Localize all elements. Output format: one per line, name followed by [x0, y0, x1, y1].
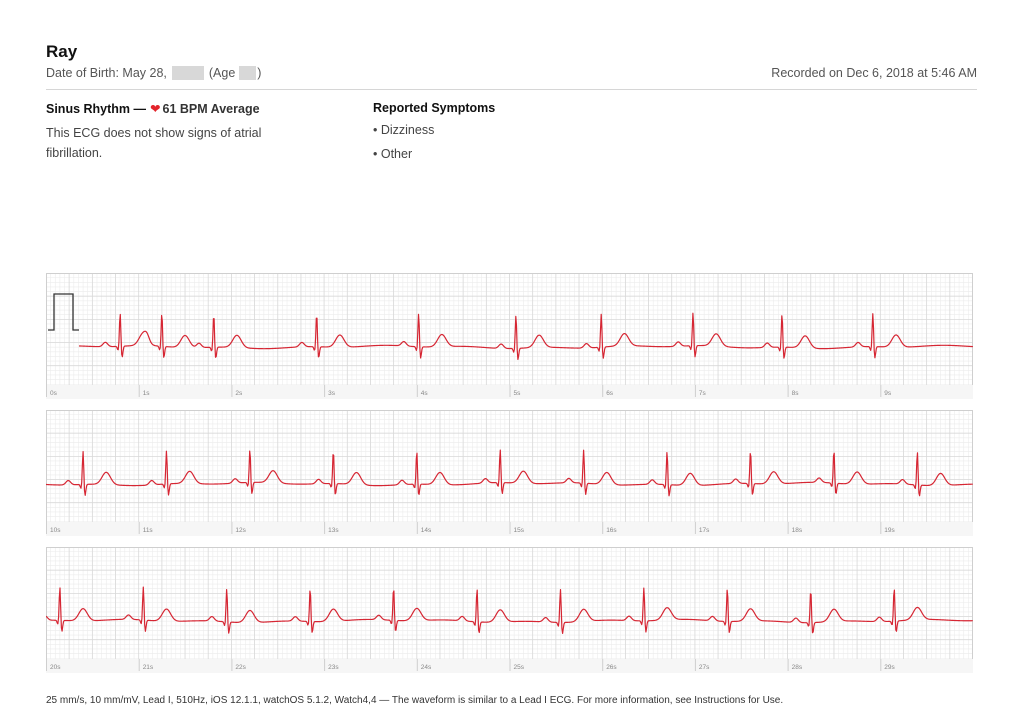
- time-tick-label: 5s: [514, 390, 522, 397]
- time-tick-label: 8s: [792, 390, 800, 397]
- time-tick-label: 12s: [235, 527, 246, 534]
- recording-details-footer: 25 mm/s, 10 mm/mV, Lead I, 510Hz, iOS 12…: [46, 695, 784, 706]
- time-tick-label: 28s: [792, 664, 803, 671]
- ecg-strip-3: 20s 21s 22s 23s 24s 25s 26s 27s 28s 29s: [46, 547, 973, 673]
- time-tick-label: 10s: [50, 527, 61, 534]
- average-bpm: 61 BPM Average: [162, 102, 260, 116]
- header-divider: [46, 89, 977, 90]
- rhythm-classification: Sinus Rhythm — ❤ 61 BPM Average: [46, 101, 260, 116]
- time-tick-label: 27s: [699, 664, 710, 671]
- rhythm-label: Sinus Rhythm —: [46, 102, 147, 116]
- symptom-item: • Other: [373, 147, 413, 161]
- symptoms-heading: Reported Symptoms: [373, 101, 496, 115]
- time-tick-label: 19s: [884, 527, 895, 534]
- time-tick-label: 17s: [699, 527, 710, 534]
- redacted-age: [239, 66, 257, 80]
- patient-name: Ray: [46, 42, 78, 61]
- time-tick-label: 25s: [514, 664, 525, 671]
- dob-label: Date of Birth: May 28,: [46, 66, 167, 80]
- time-tick-label: 9s: [884, 390, 892, 397]
- time-tick-label: 16s: [606, 527, 617, 534]
- time-tick-label: 4s: [421, 390, 429, 397]
- time-tick-label: 3s: [328, 390, 336, 397]
- time-tick-label: 24s: [421, 664, 432, 671]
- ecg-strip-2: 10s 11s 12s 13s 14s 15s 16s 17s 18s 19s: [46, 410, 973, 536]
- time-tick-label: 1s: [143, 390, 151, 397]
- time-tick-label: 14s: [421, 527, 432, 534]
- calibration-pulse: [48, 293, 79, 331]
- ecg-trace: [46, 586, 973, 635]
- time-tick-label: 6s: [606, 390, 614, 397]
- time-tick-label: 26s: [606, 664, 617, 671]
- time-tick-label: 21s: [143, 664, 154, 671]
- time-tick-label: 7s: [699, 390, 707, 397]
- ecg-strip-1: 0s 1s 2s 3s 4s 5s 6s 7s 8s 9s: [46, 273, 973, 399]
- age-open: (Age: [208, 66, 236, 80]
- ecg-trace: [78, 312, 973, 361]
- reported-symptoms: Reported Symptoms • Dizziness • Other: [373, 101, 495, 163]
- time-tick-label: 20s: [50, 664, 61, 671]
- time-tick-label: 0s: [50, 390, 58, 397]
- time-tick-label: 22s: [235, 664, 246, 671]
- time-tick-label: 23s: [328, 664, 339, 671]
- date-of-birth: Date of Birth: May 28, (Age ): [46, 66, 261, 80]
- redacted-birth-year: [171, 66, 204, 80]
- heart-icon: ❤: [150, 102, 161, 116]
- symptom-item: • Dizziness: [373, 123, 435, 137]
- time-tick-label: 15s: [514, 527, 525, 534]
- recorded-timestamp: Recorded on Dec 6, 2018 at 5:46 AM: [771, 66, 977, 80]
- ecg-trace: [46, 449, 973, 497]
- time-tick-label: 11s: [143, 527, 154, 534]
- time-tick-label: 18s: [792, 527, 803, 534]
- time-tick-label: 29s: [884, 664, 895, 671]
- rhythm-description: This ECG does not show signs of atrial f…: [46, 126, 262, 160]
- age-close: ): [257, 66, 262, 80]
- time-tick-label: 2s: [235, 390, 243, 397]
- time-tick-label: 13s: [328, 527, 339, 534]
